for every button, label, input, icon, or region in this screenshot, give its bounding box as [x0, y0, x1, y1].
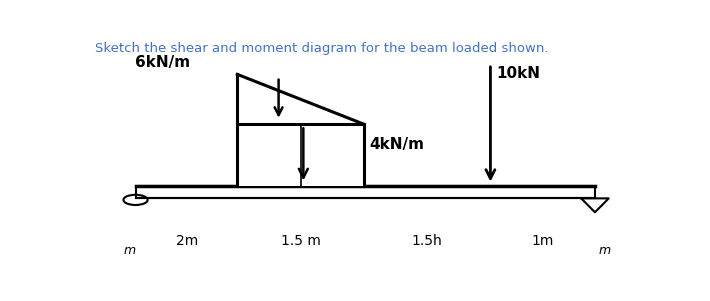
- Bar: [136, 186, 595, 198]
- Text: 2m: 2m: [175, 234, 198, 248]
- Text: m: m: [124, 244, 136, 257]
- Bar: [237, 124, 364, 186]
- Text: m: m: [599, 244, 611, 257]
- Text: 4kN/m: 4kN/m: [369, 137, 425, 152]
- Text: 1.5h: 1.5h: [412, 234, 442, 248]
- Text: Sketch the shear and moment diagram for the beam loaded shown.: Sketch the shear and moment diagram for …: [95, 42, 549, 55]
- Polygon shape: [237, 74, 364, 124]
- Text: 6kN/m: 6kN/m: [136, 55, 190, 70]
- Text: 1m: 1m: [532, 234, 554, 248]
- Text: 10kN: 10kN: [496, 66, 540, 81]
- Text: 1.5 m: 1.5 m: [280, 234, 320, 248]
